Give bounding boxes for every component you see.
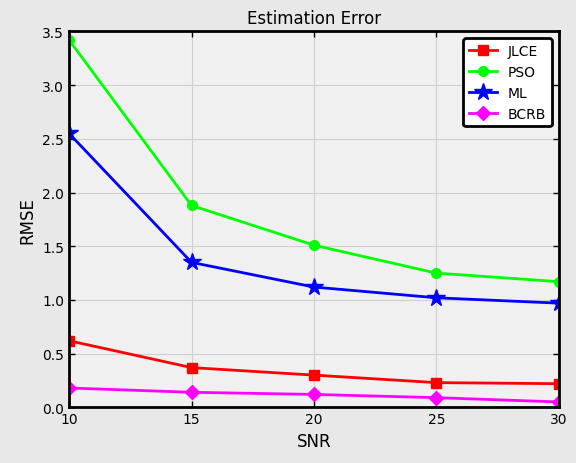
- BCRB: [66, 385, 73, 391]
- Line: ML: ML: [60, 125, 568, 313]
- Line: JLCE: JLCE: [65, 336, 563, 389]
- ML: [188, 260, 195, 266]
- JLCE: [66, 338, 73, 344]
- X-axis label: SNR: SNR: [297, 432, 331, 450]
- Line: BCRB: BCRB: [65, 383, 563, 407]
- JLCE: [310, 373, 317, 378]
- Y-axis label: RMSE: RMSE: [18, 196, 37, 244]
- Line: PSO: PSO: [65, 36, 563, 287]
- JLCE: [188, 365, 195, 370]
- BCRB: [433, 395, 440, 400]
- PSO: [188, 203, 195, 209]
- ML: [310, 285, 317, 290]
- PSO: [555, 279, 562, 285]
- BCRB: [310, 392, 317, 397]
- PSO: [66, 38, 73, 44]
- PSO: [310, 243, 317, 249]
- ML: [433, 295, 440, 301]
- PSO: [433, 271, 440, 276]
- BCRB: [188, 390, 195, 395]
- Legend: JLCE, PSO, ML, BCRB: JLCE, PSO, ML, BCRB: [464, 39, 552, 127]
- ML: [66, 131, 73, 137]
- ML: [555, 301, 562, 307]
- JLCE: [555, 381, 562, 387]
- BCRB: [555, 399, 562, 405]
- JLCE: [433, 380, 440, 386]
- Title: Estimation Error: Estimation Error: [247, 10, 381, 28]
